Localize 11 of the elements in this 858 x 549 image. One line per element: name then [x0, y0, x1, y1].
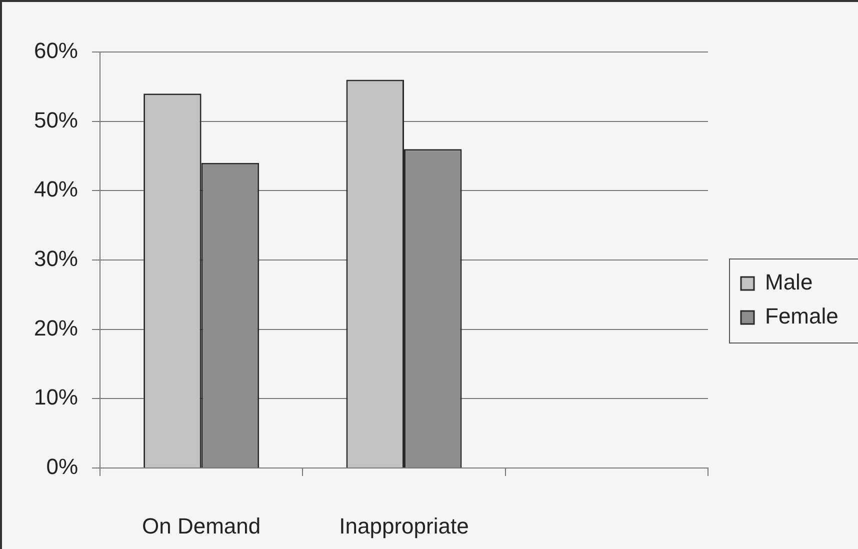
- legend-label: Male: [765, 270, 813, 295]
- legend-label: Female: [765, 304, 838, 329]
- y-tick-label: 60%: [34, 38, 78, 64]
- y-tick-label: 20%: [34, 315, 78, 340]
- y-tick-label: 40%: [34, 176, 78, 202]
- y-tick-label: 0%: [46, 454, 78, 480]
- y-tick-label: 50%: [34, 107, 78, 132]
- x-tick-label: On Demand: [142, 513, 261, 538]
- y-tick-label: 30%: [34, 246, 78, 272]
- y-tick-label: 10%: [34, 384, 78, 410]
- x-tick-label: Inappropriate: [339, 513, 469, 538]
